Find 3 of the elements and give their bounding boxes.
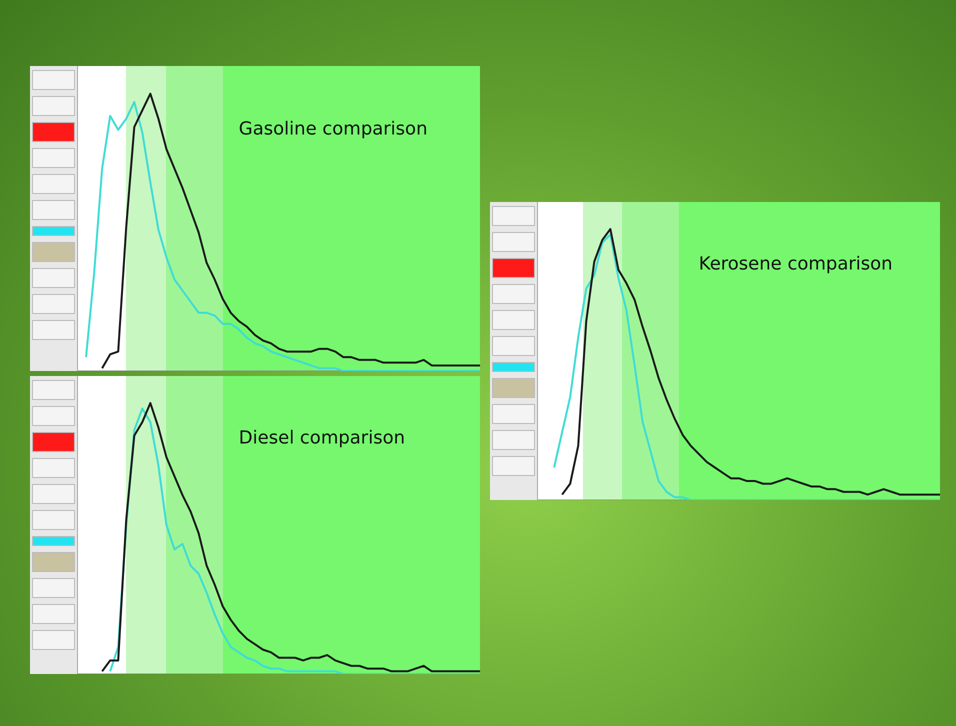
text: Gasoline comparison	[238, 118, 428, 140]
text: Diesel comparison	[238, 427, 406, 448]
text: Kerosene comparison	[698, 253, 893, 274]
